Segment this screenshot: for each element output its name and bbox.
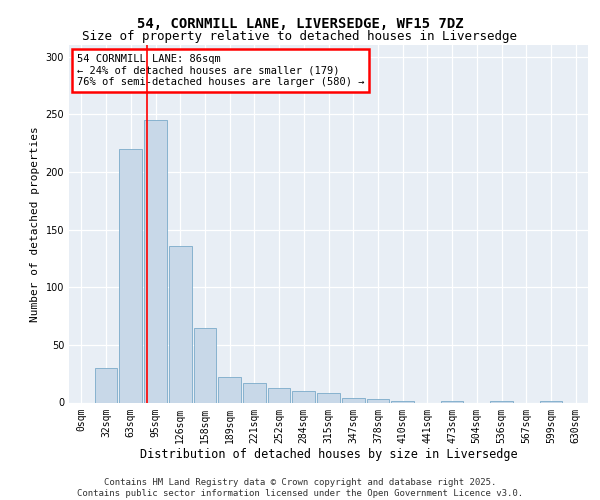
Y-axis label: Number of detached properties: Number of detached properties bbox=[30, 126, 40, 322]
Text: Contains HM Land Registry data © Crown copyright and database right 2025.
Contai: Contains HM Land Registry data © Crown c… bbox=[77, 478, 523, 498]
X-axis label: Distribution of detached houses by size in Liversedge: Distribution of detached houses by size … bbox=[140, 448, 517, 461]
Bar bbox=[119, 149, 142, 403]
Bar bbox=[194, 328, 216, 402]
Bar bbox=[95, 368, 118, 402]
Bar bbox=[367, 399, 389, 402]
Text: Size of property relative to detached houses in Liversedge: Size of property relative to detached ho… bbox=[83, 30, 517, 43]
Bar bbox=[317, 394, 340, 402]
Bar bbox=[268, 388, 290, 402]
Bar bbox=[243, 383, 266, 402]
Bar bbox=[292, 391, 315, 402]
Bar bbox=[342, 398, 365, 402]
Text: 54, CORNMILL LANE, LIVERSEDGE, WF15 7DZ: 54, CORNMILL LANE, LIVERSEDGE, WF15 7DZ bbox=[137, 18, 463, 32]
Bar bbox=[218, 377, 241, 402]
Text: 54 CORNMILL LANE: 86sqm
← 24% of detached houses are smaller (179)
76% of semi-d: 54 CORNMILL LANE: 86sqm ← 24% of detache… bbox=[77, 54, 364, 87]
Bar bbox=[169, 246, 191, 402]
Bar bbox=[144, 120, 167, 403]
